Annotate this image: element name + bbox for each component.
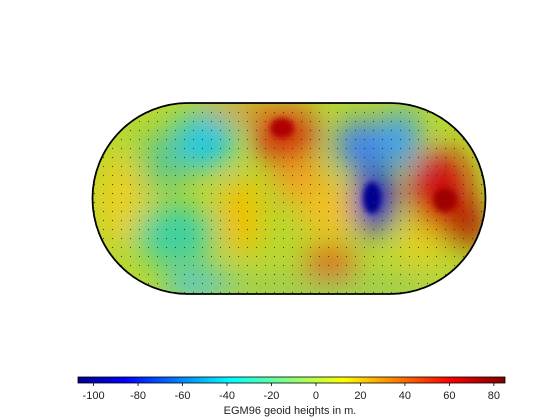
colorbar-tick-label: -80: [130, 390, 146, 402]
colorbar-tick-label: 80: [488, 390, 500, 402]
geoid-map: [91, 102, 487, 295]
colorbar-ticks: -100 -80 -60 -40 -20 0 20 40 60 80: [83, 383, 500, 402]
colorbar-tick-label: 20: [354, 390, 366, 402]
map-frame: [91, 102, 487, 295]
colorbar-tick-label: -100: [83, 390, 105, 402]
colorbar: -100 -80 -60 -40 -20 0 20 40 60 80 EGM96 geoid he…: [77, 376, 506, 417]
colorbar-tick-label: 0: [313, 390, 319, 402]
colorbar-tick-label: -60: [175, 390, 191, 402]
colorbar-title: EGM96 geoid heights in m.: [224, 405, 357, 417]
colorbar-ramp: [77, 376, 506, 384]
colorbar-tick-label: -40: [219, 390, 235, 402]
colorbar-tick-label: 60: [443, 390, 455, 402]
colorbar-tick-label: -20: [264, 390, 280, 402]
colorbar-tick-label: 40: [399, 390, 411, 402]
